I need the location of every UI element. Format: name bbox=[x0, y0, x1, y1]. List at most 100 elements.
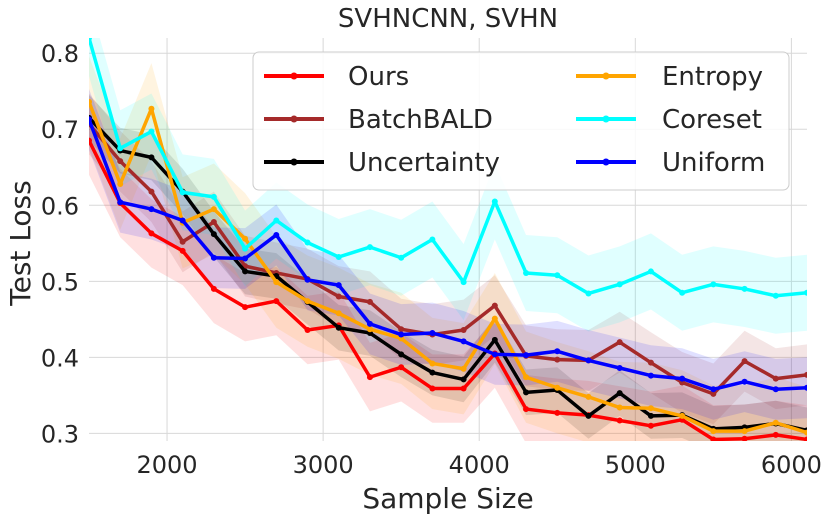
point-coreset bbox=[460, 279, 467, 286]
x-tick-label: 2000 bbox=[137, 451, 198, 479]
y-axis-ticks: 0.3 0.4 0.5 0.6 0.7 0.8 bbox=[41, 40, 79, 448]
point-uniform bbox=[398, 331, 405, 338]
y-tick-label: 0.7 bbox=[41, 116, 79, 144]
y-tick-label: 0.5 bbox=[41, 268, 79, 296]
point-coreset bbox=[335, 253, 342, 260]
point-ours bbox=[429, 385, 436, 392]
point-coreset bbox=[523, 269, 530, 276]
y-tick-label: 0.4 bbox=[41, 344, 79, 372]
line-ours bbox=[89, 139, 807, 441]
y-tick-label: 0.6 bbox=[41, 192, 79, 220]
point-entropy bbox=[647, 405, 654, 412]
point-coreset bbox=[210, 193, 217, 200]
point-entropy bbox=[741, 428, 748, 435]
point-entropy bbox=[710, 428, 717, 435]
point-coreset bbox=[679, 289, 686, 296]
point-ours bbox=[242, 304, 249, 311]
point-uniform bbox=[772, 386, 779, 393]
legend-marker-coreset bbox=[602, 115, 610, 123]
line-entropy bbox=[89, 101, 807, 435]
series-lines bbox=[89, 38, 807, 441]
x-axis-ticks: 2000 3000 4000 5000 6000 bbox=[137, 451, 822, 479]
x-axis-label: Sample Size bbox=[362, 482, 533, 515]
point-entropy bbox=[335, 310, 342, 317]
point-entropy bbox=[273, 279, 280, 286]
point-ours bbox=[647, 422, 654, 429]
line-coreset bbox=[89, 38, 807, 298]
point-uniform bbox=[89, 116, 92, 123]
legend-label-batchbald: BatchBALD bbox=[348, 105, 493, 135]
legend-marker-uncertainty bbox=[290, 158, 298, 166]
point-entropy bbox=[366, 326, 373, 333]
point-batchbald bbox=[772, 375, 779, 382]
legend-marker-batchbald bbox=[290, 115, 298, 123]
point-entropy bbox=[117, 180, 124, 187]
point-uniform bbox=[335, 282, 342, 289]
point-uncertainty bbox=[148, 154, 155, 161]
band-batchbald bbox=[89, 93, 807, 425]
point-coreset bbox=[148, 128, 155, 135]
point-batchbald bbox=[710, 390, 717, 397]
point-uniform bbox=[460, 338, 467, 345]
point-ours bbox=[460, 385, 467, 392]
legend-label-uniform: Uniform bbox=[662, 148, 765, 178]
point-coreset bbox=[647, 268, 654, 275]
point-batchbald bbox=[366, 298, 373, 305]
point-ours bbox=[89, 137, 92, 144]
point-entropy bbox=[242, 235, 249, 242]
point-uncertainty bbox=[335, 324, 342, 331]
y-axis-label: Test Loss bbox=[4, 180, 37, 306]
point-entropy bbox=[616, 404, 623, 411]
point-entropy bbox=[523, 374, 530, 381]
legend-box bbox=[252, 51, 790, 191]
point-coreset bbox=[366, 244, 373, 251]
point-coreset bbox=[117, 145, 124, 152]
point-entropy bbox=[429, 360, 436, 367]
point-coreset bbox=[710, 281, 717, 288]
point-uniform bbox=[242, 255, 249, 262]
point-ours bbox=[179, 247, 186, 254]
legend: Ours BatchBALD Uncertainty Entropy Coreset Un… bbox=[252, 51, 790, 191]
point-uniform bbox=[179, 217, 186, 224]
band-coreset bbox=[89, 38, 807, 334]
point-entropy bbox=[772, 419, 779, 426]
point-uncertainty bbox=[398, 351, 405, 358]
point-coreset bbox=[616, 281, 623, 288]
point-uniform bbox=[304, 276, 311, 283]
point-ours bbox=[554, 409, 561, 416]
point-ours bbox=[804, 436, 807, 441]
point-ours bbox=[710, 436, 717, 441]
point-entropy bbox=[148, 105, 155, 112]
point-ours bbox=[616, 417, 623, 424]
point-uniform bbox=[523, 352, 530, 359]
x-tick-label: 6000 bbox=[761, 451, 822, 479]
point-uniform bbox=[366, 320, 373, 327]
legend-marker-ours bbox=[290, 72, 298, 80]
point-entropy bbox=[804, 429, 807, 436]
point-batchbald bbox=[117, 158, 124, 165]
point-ours bbox=[366, 374, 373, 381]
point-batchbald bbox=[148, 188, 155, 195]
band-uncertainty bbox=[89, 95, 807, 441]
point-uniform bbox=[554, 348, 561, 355]
x-tick-label: 5000 bbox=[605, 451, 666, 479]
point-coreset bbox=[273, 217, 280, 224]
point-ours bbox=[741, 435, 748, 441]
point-entropy bbox=[210, 206, 217, 213]
point-uncertainty bbox=[491, 336, 498, 343]
point-batchbald bbox=[398, 326, 405, 333]
legend-marker-entropy bbox=[602, 72, 610, 80]
point-entropy bbox=[679, 412, 686, 419]
point-entropy bbox=[585, 393, 592, 400]
point-ours bbox=[772, 431, 779, 438]
point-coreset bbox=[304, 239, 311, 246]
point-batchbald bbox=[491, 302, 498, 309]
point-coreset bbox=[89, 38, 92, 41]
point-uniform bbox=[273, 231, 280, 238]
point-batchbald bbox=[804, 371, 807, 378]
point-entropy bbox=[491, 315, 498, 322]
point-uniform bbox=[710, 386, 717, 393]
point-uncertainty bbox=[647, 412, 654, 419]
y-tick-label: 0.3 bbox=[41, 420, 79, 448]
point-coreset bbox=[491, 198, 498, 205]
